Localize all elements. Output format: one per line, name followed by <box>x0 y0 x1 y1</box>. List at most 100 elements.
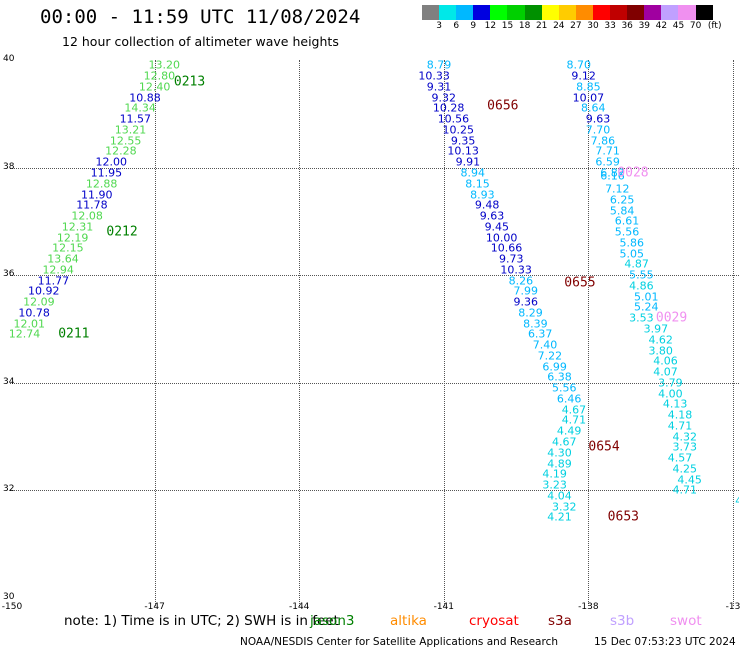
wave-height-value: 8.29 <box>518 306 543 320</box>
legend-swatch <box>524 5 542 20</box>
wave-height-value: 3.23 <box>542 478 567 492</box>
time-label: 0211 <box>58 326 90 342</box>
lat-tick-label: 34 <box>3 376 15 387</box>
legend-unit: (ft) <box>707 21 722 31</box>
wave-height-value: 10.33 <box>500 263 532 277</box>
lon-tick-label: -144 <box>288 602 310 612</box>
legend-label: 6 <box>453 21 460 31</box>
wave-height-value: 4.30 <box>547 446 572 460</box>
wave-height-value: 3.73 <box>672 440 698 454</box>
wave-height-value: 4.25 <box>672 462 698 476</box>
wave-height-value: 5.84 <box>609 204 635 218</box>
credit-line: NOAA/NESDIS Center for Satellite Applica… <box>240 636 736 648</box>
grid-line-lon <box>154 60 156 606</box>
wave-height-value: 8.70 <box>566 60 592 72</box>
wave-height-value: 12.19 <box>56 231 89 245</box>
wave-height-value: 8.64 <box>580 101 606 115</box>
lon-tick-label: -138 <box>578 602 599 612</box>
wave-height-value: 12.09 <box>23 295 55 309</box>
legend-swatch <box>678 5 696 20</box>
wave-height-value: 3.32 <box>552 500 577 514</box>
wave-height-value: 5.56 <box>614 225 640 239</box>
wave-height-value: 10.88 <box>129 91 161 105</box>
legend-swatch <box>610 5 628 20</box>
wave-height-value: 12.80 <box>143 69 176 83</box>
satellite-label: altika <box>390 613 427 629</box>
wave-height-value: 10.66 <box>490 241 523 255</box>
legend-label: 21 <box>535 21 548 31</box>
legend-swatch <box>575 5 593 20</box>
wave-height-value: 9.48 <box>474 198 500 212</box>
wave-height-value: 7.71 <box>595 144 620 158</box>
legend-label: 45 <box>672 21 685 31</box>
wave-height-value: 6.38 <box>547 370 572 384</box>
wave-height-value: 3.80 <box>648 344 673 358</box>
wave-height-value: 9.73 <box>499 252 524 266</box>
wave-height-value: 6.16 <box>600 169 625 183</box>
wave-height-value: 11.90 <box>81 188 113 201</box>
time-label: 0029 <box>655 310 688 326</box>
satellite-label: s3b <box>610 613 635 629</box>
wave-height-value: 13.21 <box>114 123 147 137</box>
wave-height-value: 4.62 <box>648 333 673 347</box>
legend-label: 12 <box>484 21 497 31</box>
wave-height-value: 8.94 <box>460 166 485 180</box>
lon-tick-label: -150 <box>1 602 23 612</box>
color-legend: 3 6 9 12 15 18 21 24 27 30 33 36 39 42 45 70 (ft) <box>422 5 721 32</box>
wave-height-value: 5.56 <box>552 381 577 395</box>
legend-swatch <box>627 5 645 20</box>
legend-label: 33 <box>604 21 616 31</box>
wave-height-value: 4.65 <box>735 494 739 508</box>
wave-height-value: 12.28 <box>105 144 137 158</box>
credit-timestamp: 15 Dec 07:53:23 UTC 2024 <box>594 636 736 648</box>
wave-height-value: 10.78 <box>18 306 50 320</box>
wave-height-value: 4.06 <box>653 354 678 368</box>
wave-height-value: 12.88 <box>85 177 118 191</box>
wave-height-value: 10.00 <box>485 231 518 245</box>
legend-swatch <box>473 5 491 20</box>
wave-height-value: 6.82 <box>600 166 625 180</box>
wave-height-value: 4.32 <box>672 430 698 444</box>
wave-height-value: 8.85 <box>576 80 601 94</box>
legend-label: 18 <box>518 21 531 31</box>
legend-swatch <box>695 5 713 20</box>
wave-height-value: 3.53 <box>629 311 654 325</box>
lon-tick-label: -141 <box>433 602 455 612</box>
wave-height-value: 10.13 <box>447 144 479 158</box>
legend-swatch <box>644 5 662 20</box>
time-label: 0212 <box>106 224 138 240</box>
wave-height-value: 8.39 <box>523 317 548 331</box>
wave-height-value: 4.71 <box>561 413 587 427</box>
legend-swatch <box>490 5 508 20</box>
wave-height-value: 8.79 <box>426 60 452 72</box>
legend-swatch <box>541 5 559 20</box>
wave-height-value: 4.04 <box>547 489 572 503</box>
wave-height-value: 7.86 <box>590 134 616 148</box>
wave-height-value: 13.20 <box>148 60 180 72</box>
legend-swatch <box>422 5 440 20</box>
wave-height-value: 12.00 <box>95 155 127 169</box>
wave-height-value: 7.40 <box>532 338 558 352</box>
satellite-label: s3a <box>548 613 572 629</box>
wave-height-value: 5.01 <box>633 290 659 304</box>
wave-height-value: 12.15 <box>52 241 84 255</box>
wave-height-value: 10.33 <box>418 69 450 83</box>
time-label: 0653 <box>607 509 639 525</box>
grid-line-lon <box>299 60 301 606</box>
wave-height-value: 3.79 <box>658 376 683 390</box>
grid-line-lat <box>10 382 739 384</box>
wave-height-value: 5.86 <box>619 236 645 250</box>
wave-height-value: 4.87 <box>624 257 649 271</box>
legend-label: 36 <box>621 21 633 31</box>
grid-line-lon <box>733 60 734 606</box>
lon-tick-label: -13 <box>725 602 740 612</box>
wave-height-value: 3.97 <box>643 322 669 336</box>
wave-height-value: 4.07 <box>653 365 678 379</box>
wave-height-value: 4.86 <box>629 279 654 293</box>
wave-height-value: 7.70 <box>585 123 611 137</box>
grid-line-lat <box>10 490 739 492</box>
wave-height-value: 9.91 <box>455 155 481 169</box>
legend-label: 15 <box>501 21 514 31</box>
wave-height-value: 7.22 <box>537 349 563 363</box>
legend-label: 42 <box>655 21 668 31</box>
